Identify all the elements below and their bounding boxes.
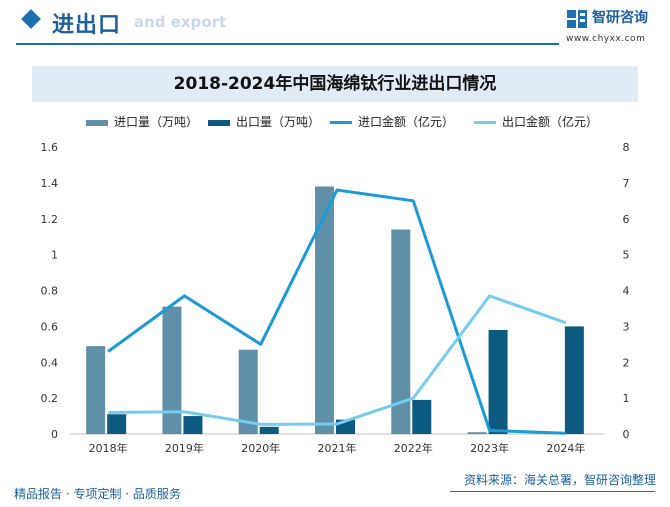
footer-tagline: 精品报告 · 专项定制 · 品质服务 <box>14 487 181 501</box>
bar-export-volume <box>412 399 432 434</box>
header-divider <box>16 43 559 45</box>
legend-label: 出口金额（亿元） <box>502 115 599 129</box>
chart-title: 2018-2024年中国海绵钛行业进出口情况 <box>32 66 638 102</box>
y-right-tick-label: 8 <box>623 141 630 154</box>
y-right-tick-label: 5 <box>623 249 630 262</box>
section-header: 进出口 and export 智研咨询 www.chyxx.com <box>0 0 670 50</box>
chart-legend: 进口量（万吨） 出口量（万吨） 进口金额（亿元） 出口金额（亿元） <box>0 112 670 132</box>
y-left-tick-label: 1.6 <box>41 141 59 154</box>
legend-swatch <box>86 119 108 126</box>
section-subtitle: and export <box>134 13 227 31</box>
bar-export-volume <box>259 426 279 434</box>
bar-export-volume <box>488 329 508 434</box>
footer-source: 资料来源：海关总署，智研咨询整理 <box>464 473 657 487</box>
y-left-tick-label: 0.4 <box>41 356 59 369</box>
y-right-tick-label: 6 <box>623 213 630 226</box>
y-right-tick-label: 7 <box>623 177 630 190</box>
bar-import-volume <box>86 346 106 434</box>
bar-export-volume <box>107 414 127 434</box>
y-left-tick-label: 0 <box>51 428 58 441</box>
legend-item-export-amount: 出口金额（亿元） <box>474 112 598 132</box>
legend-item-import-volume: 进口量（万吨） <box>86 112 198 132</box>
y-right-tick-label: 0 <box>623 428 630 441</box>
bar-export-volume <box>183 416 203 434</box>
y-left-tick-label: 0.8 <box>41 285 59 298</box>
y-right-tick-label: 4 <box>623 285 630 298</box>
y-right-tick-label: 1 <box>623 392 630 405</box>
line-export-amount <box>108 294 567 426</box>
x-tick-label: 2023年 <box>470 441 509 455</box>
y-left-tick-label: 1 <box>51 249 58 262</box>
y-right-tick-label: 3 <box>623 320 630 333</box>
bar-import-volume <box>467 432 487 434</box>
y-left-tick-label: 1.2 <box>41 213 59 226</box>
y-left-tick-label: 1.4 <box>41 177 59 190</box>
line-import-amount <box>107 188 566 435</box>
legend-label: 出口量（万吨） <box>236 115 321 129</box>
brand-logo-icon <box>567 10 587 28</box>
legend-label: 进口金额（亿元） <box>358 115 455 129</box>
legend-item-import-amount: 进口金额（亿元） <box>330 112 454 132</box>
x-tick-label: 2022年 <box>394 441 433 455</box>
y-left-tick-label: 0.2 <box>41 392 59 405</box>
x-tick-label: 2018年 <box>89 441 128 455</box>
brand-name: 智研咨询 <box>592 10 648 26</box>
bar-export-volume <box>564 326 584 434</box>
bar-import-volume <box>315 186 334 434</box>
legend-swatch <box>474 121 496 124</box>
bar-import-volume <box>238 349 258 434</box>
brand-url: www.chyxx.com <box>566 34 646 44</box>
legend-label: 进口量（万吨） <box>114 115 199 129</box>
footer-divider <box>450 491 655 492</box>
legend-swatch <box>208 119 230 126</box>
bar-import-volume <box>391 229 411 434</box>
legend-swatch <box>330 121 352 124</box>
x-tick-label: 2020年 <box>241 441 280 455</box>
bar-import-volume <box>162 306 182 434</box>
x-tick-label: 2019年 <box>165 441 204 455</box>
section-title: 进出口 <box>52 13 122 38</box>
y-left-tick-label: 0.6 <box>41 320 59 333</box>
legend-item-export-volume: 出口量（万吨） <box>208 112 320 132</box>
x-tick-label: 2021年 <box>318 441 357 455</box>
y-right-tick-label: 2 <box>623 356 630 369</box>
x-tick-label: 2024年 <box>546 441 585 455</box>
